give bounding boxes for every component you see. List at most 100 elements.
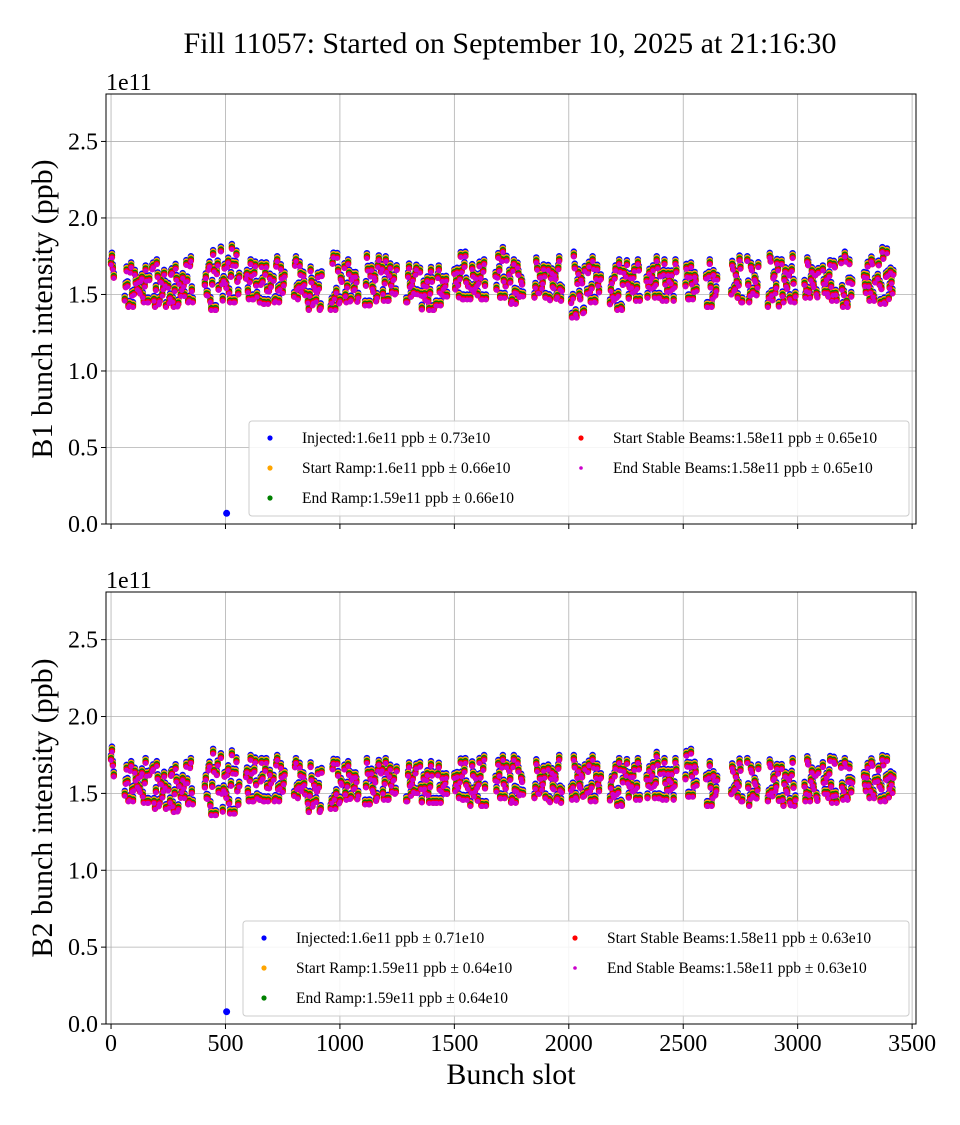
point-end-stable-beams [163, 305, 168, 310]
offset-label: 1e11 [106, 568, 152, 594]
point-end-stable-beams [826, 295, 831, 300]
point-end-stable-beams [807, 290, 812, 295]
point-end-stable-beams [264, 265, 269, 270]
point-end-stable-beams [407, 266, 412, 271]
point-end-stable-beams [234, 253, 239, 258]
point-end-stable-beams [354, 281, 359, 286]
y-tick-label: 0.0 [68, 512, 98, 538]
point-end-stable-beams [883, 302, 888, 307]
point-end-stable-beams [470, 267, 475, 272]
point-end-stable-beams [551, 286, 556, 291]
point-end-stable-beams [302, 283, 307, 288]
point-end-stable-beams [481, 270, 486, 275]
point-end-stable-beams [754, 293, 759, 298]
point-end-stable-beams [245, 290, 250, 295]
point-end-stable-beams [185, 279, 190, 284]
point-end-stable-beams [688, 275, 693, 280]
point-end-stable-beams [309, 280, 314, 285]
point-end-stable-beams [884, 251, 889, 256]
point-end-stable-beams [348, 298, 353, 303]
point-end-stable-beams [850, 282, 855, 287]
point-end-stable-beams [110, 267, 115, 272]
point-end-stable-beams [475, 293, 480, 298]
point-end-stable-beams [879, 287, 884, 292]
point-end-stable-beams [263, 273, 268, 278]
point-end-stable-beams [280, 291, 285, 296]
point-end-stable-beams [736, 284, 741, 289]
point-end-stable-beams [458, 255, 463, 260]
point-end-stable-beams [413, 273, 418, 278]
point-end-stable-beams [391, 277, 396, 282]
point-end-stable-beams [160, 294, 165, 299]
point-end-stable-beams [651, 268, 656, 273]
point-end-stable-beams [456, 283, 461, 288]
point-end-stable-beams [507, 273, 512, 278]
point-end-stable-beams [806, 263, 811, 268]
y-tick-label: 0.5 [68, 435, 98, 461]
point-end-stable-beams [502, 296, 507, 301]
point-end-stable-beams [281, 283, 286, 288]
point-end-stable-beams [535, 268, 540, 273]
offset-label: 1e11 [106, 70, 152, 96]
point-end-stable-beams [153, 288, 158, 293]
point-end-stable-beams [780, 294, 785, 299]
point-end-stable-beams [515, 265, 520, 270]
point-end-stable-beams [617, 262, 622, 267]
point-end-stable-beams [793, 294, 798, 299]
point-end-stable-beams [499, 259, 504, 264]
point-end-stable-beams [636, 269, 641, 274]
point-end-stable-beams [770, 298, 775, 303]
point-end-stable-beams [715, 278, 720, 283]
y-tick-label: 2.5 [68, 129, 98, 155]
point-end-stable-beams [624, 263, 629, 268]
point-end-stable-beams [559, 289, 564, 294]
legend-entry: Injected:1.6e11 ppb ± 0.73e10 [302, 430, 491, 447]
point-end-stable-beams [339, 280, 344, 285]
point-end-stable-beams [271, 279, 276, 284]
legend-marker [267, 495, 272, 500]
point-end-stable-beams [419, 308, 424, 313]
point-end-stable-beams [435, 276, 440, 281]
point-end-stable-beams [841, 293, 846, 298]
point-end-stable-beams [833, 293, 838, 298]
point-end-stable-beams [210, 283, 215, 288]
point-end-stable-beams [612, 277, 617, 282]
point-end-stable-beams [380, 292, 385, 297]
point-end-stable-beams [155, 275, 160, 280]
point-end-stable-beams [865, 265, 870, 270]
point-end-stable-beams [844, 301, 849, 306]
point-end-stable-beams [872, 299, 877, 304]
point-end-stable-beams [880, 250, 885, 255]
point-end-stable-beams [540, 282, 545, 287]
point-end-stable-beams [297, 264, 302, 269]
point-end-stable-beams [223, 282, 228, 287]
point-end-stable-beams [608, 289, 613, 294]
point-end-stable-beams [586, 271, 591, 276]
point-end-stable-beams [166, 286, 171, 291]
point-end-stable-beams [576, 272, 581, 277]
point-end-stable-beams [367, 303, 372, 308]
y-tick-label: 1.5 [68, 781, 98, 807]
point-end-stable-beams [455, 271, 460, 276]
point-end-stable-beams [593, 300, 598, 305]
point-end-stable-beams [316, 287, 321, 292]
point-end-stable-beams [781, 300, 786, 305]
point-end-stable-beams [733, 273, 738, 278]
point-end-stable-beams [213, 308, 218, 313]
point-end-stable-beams [278, 267, 283, 272]
point-end-stable-beams [211, 253, 216, 258]
point-end-stable-beams [709, 305, 714, 310]
point-end-stable-beams [740, 300, 745, 305]
x-tick-label: 1000 [316, 1031, 364, 1057]
point-end-stable-beams [431, 308, 436, 313]
point-end-stable-beams [747, 300, 752, 305]
point-end-stable-beams [109, 255, 114, 260]
point-end-stable-beams [847, 262, 852, 267]
point-end-stable-beams [353, 275, 358, 280]
point-end-stable-beams [569, 301, 574, 306]
point-end-stable-beams [634, 287, 639, 292]
point-end-stable-beams [207, 264, 212, 269]
point-end-stable-beams [738, 267, 743, 272]
point-end-stable-beams [537, 291, 542, 296]
